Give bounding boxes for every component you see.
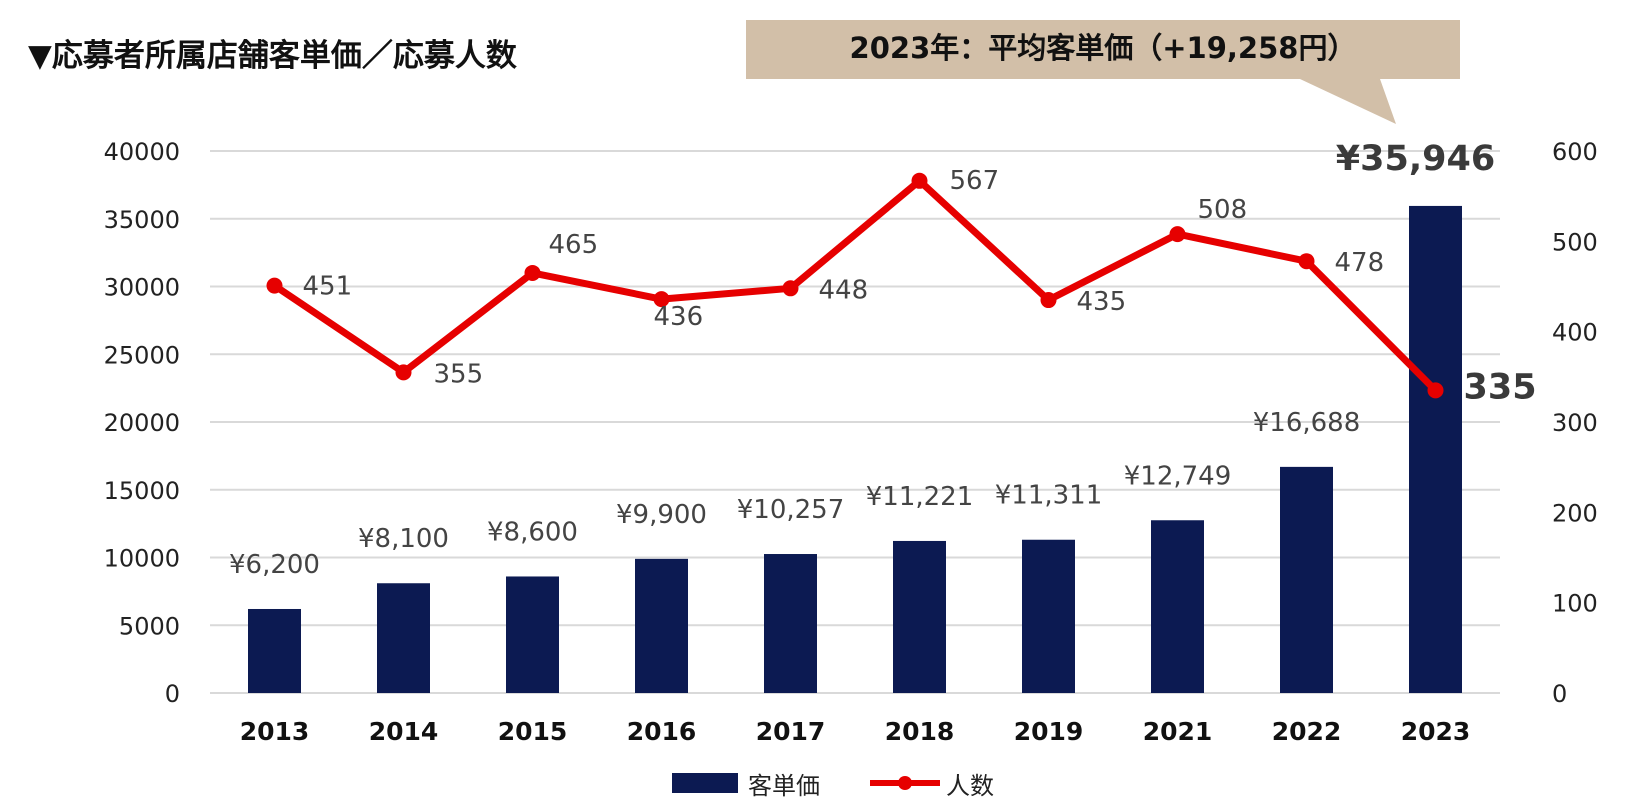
bar-value-label: ¥8,600 [487, 517, 578, 547]
line-point-2013 [266, 277, 283, 294]
x-tick-label: 2016 [627, 717, 697, 746]
bar-value-label: ¥8,100 [358, 524, 449, 554]
left-tick-label: 10000 [104, 545, 180, 573]
bar-value-label: ¥12,749 [1124, 461, 1232, 491]
legend-count-label: 人数 [946, 771, 994, 800]
right-tick-label: 500 [1552, 228, 1598, 256]
bar-2018 [893, 540, 946, 693]
line-value-label: 435 [1077, 287, 1127, 317]
right-tick-label: 600 [1552, 138, 1598, 166]
x-tick-label: 2019 [1014, 717, 1084, 746]
bar-value-label: ¥35,946 [1336, 139, 1495, 179]
line-point-2018 [911, 172, 928, 189]
legend-price-label: 客単価 [748, 771, 820, 800]
line-value-label: 355 [434, 359, 484, 389]
left-tick-label: 20000 [104, 409, 180, 437]
line-value-label: 451 [303, 272, 353, 302]
line-point-2021 [1169, 226, 1186, 243]
line-point-2015 [524, 264, 541, 281]
bar-2022 [1280, 466, 1333, 693]
line-value-label: 436 [654, 302, 704, 332]
x-tick-label: 2022 [1272, 717, 1342, 746]
x-tick-label: 2013 [240, 717, 310, 746]
right-y-axis: 0 100 200 300 400 500 600 [1552, 138, 1598, 708]
line-value-label: 335 [1464, 367, 1537, 407]
bar-value-label: ¥11,311 [995, 481, 1103, 511]
line-path [272, 177, 1438, 393]
right-tick-label: 0 [1552, 680, 1567, 708]
legend-bar-swatch [672, 773, 738, 793]
legend-item-price: 客単価 [672, 766, 820, 801]
line-series [266, 172, 1444, 399]
legend-item-count: 人数 [870, 766, 994, 801]
left-y-axis: 0 5000 10000 15000 20000 25000 30000 35000 40000 [104, 138, 180, 708]
line-point-2014 [395, 364, 412, 381]
line-point-2019 [1040, 292, 1057, 309]
line-point-2023 [1427, 382, 1444, 399]
line-value-label: 478 [1335, 248, 1385, 278]
legend-line-swatch [870, 776, 940, 790]
bar-value-label: ¥6,200 [229, 550, 320, 580]
line-point-2016 [653, 291, 670, 308]
left-tick-label: 30000 [104, 274, 180, 302]
line-value-label: 448 [819, 275, 869, 305]
line-data-labels: 451 355 465 436 448 567 435 508 478 335 [303, 166, 1537, 408]
chart-title: ▼応募者所属店舗客単価／応募人数 [28, 38, 517, 74]
average-price-callout: 2023年：平均客単価（+19,258円） [746, 20, 1460, 79]
left-tick-label: 35000 [104, 206, 180, 234]
bar-2013 [248, 608, 301, 693]
bar-value-label: ¥11,221 [866, 482, 974, 512]
x-tick-label: 2023 [1401, 717, 1471, 746]
x-axis: 2013 2014 2015 2016 2017 2018 2019 2021 2022 2023 [240, 717, 1471, 746]
line-value-label: 465 [549, 230, 599, 260]
right-tick-label: 400 [1552, 319, 1598, 347]
line-point-2022 [1298, 253, 1315, 270]
left-tick-label: 25000 [104, 341, 180, 369]
x-tick-label: 2018 [885, 717, 955, 746]
left-tick-label: 15000 [104, 477, 180, 505]
line-point-2017 [782, 280, 799, 297]
bar-2019 [1022, 539, 1075, 693]
bar-2016 [635, 558, 688, 693]
bar-2021 [1151, 520, 1204, 693]
line-value-label: 508 [1198, 195, 1248, 225]
x-tick-label: 2014 [369, 717, 439, 746]
x-tick-label: 2021 [1143, 717, 1213, 746]
left-tick-label: 0 [165, 680, 180, 708]
bar-value-label: ¥9,900 [616, 500, 707, 530]
x-tick-label: 2015 [498, 717, 568, 746]
right-tick-label: 200 [1552, 499, 1598, 527]
legend: 客単価 人数 [672, 765, 1044, 801]
bar-value-label: ¥10,257 [737, 495, 845, 525]
bar-value-label: ¥16,688 [1253, 408, 1361, 438]
line-value-label: 567 [950, 166, 1000, 196]
bar-series [248, 205, 1462, 693]
right-tick-label: 300 [1552, 409, 1598, 437]
x-tick-label: 2017 [756, 717, 826, 746]
right-tick-label: 100 [1552, 590, 1598, 618]
left-tick-label: 5000 [119, 612, 180, 640]
bar-2014 [377, 583, 430, 693]
bar-data-labels: ¥6,200 ¥8,100 ¥8,600 ¥9,900 ¥10,257 ¥11,221 ¥1… [229, 139, 1495, 580]
bar-2015 [506, 576, 559, 693]
left-tick-label: 40000 [104, 138, 180, 166]
bar-2017 [764, 554, 817, 693]
bar-2023 [1409, 205, 1462, 693]
